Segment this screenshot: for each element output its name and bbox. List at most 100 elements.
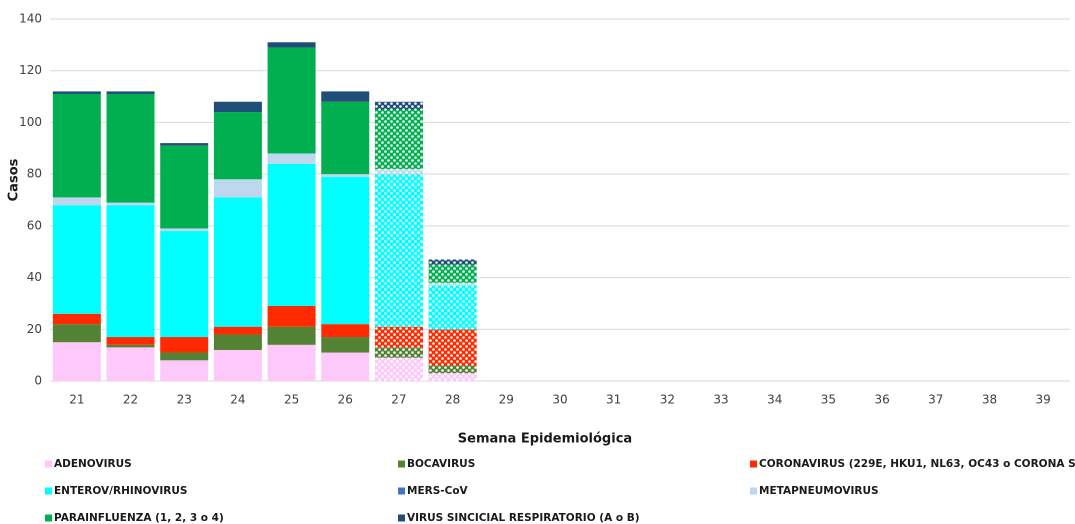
legend-label: ENTEROV/RHINOVIRUS — [54, 485, 187, 497]
y-tick-label: 40 — [27, 270, 42, 284]
bar-segment — [321, 91, 370, 102]
bar-segment — [321, 352, 370, 381]
bar-segment — [213, 334, 262, 350]
bar-segment — [267, 306, 316, 327]
legend-label: ADENOVIRUS — [54, 458, 132, 470]
x-tick-label: 33 — [713, 393, 728, 407]
bar-segment — [267, 47, 316, 154]
bar-segment — [213, 197, 262, 327]
bar-segment — [374, 347, 423, 358]
bar-segment — [374, 326, 423, 348]
bar-segment — [52, 197, 101, 206]
bar-segment — [160, 143, 209, 146]
bar-segment — [213, 101, 262, 113]
x-tick-label: 26 — [338, 393, 353, 407]
bar-segment — [428, 282, 477, 286]
bar-segment — [321, 174, 370, 177]
legend-swatch — [45, 487, 52, 495]
bar-segment — [160, 360, 209, 381]
x-tick-label: 23 — [177, 393, 192, 407]
bar-segment — [106, 93, 155, 203]
y-tick-label: 20 — [27, 322, 42, 336]
bar-segment — [321, 176, 370, 325]
bar-segment — [428, 373, 477, 381]
legend-swatch — [45, 514, 52, 522]
x-tick-label: 30 — [552, 393, 567, 407]
bar-segment — [428, 329, 477, 366]
bar-segment — [52, 324, 101, 343]
bar-segment — [106, 205, 155, 338]
bar-segment — [160, 228, 209, 232]
bar-segment — [106, 344, 155, 348]
x-tick-label: 34 — [767, 393, 782, 407]
legend-label: BOCAVIRUS — [407, 458, 475, 470]
bar-segment — [374, 109, 423, 169]
legend-label: PARAINFLUENZA (1, 2, 3 o 4) — [54, 512, 224, 524]
bar-segment — [267, 163, 316, 307]
bar-segment — [267, 153, 316, 164]
bar-segment — [160, 145, 209, 229]
bar-segment — [106, 91, 155, 94]
bar-segment — [160, 337, 209, 353]
y-tick-label: 0 — [34, 374, 42, 388]
y-axis-title: Casos — [7, 158, 22, 201]
bar-segment — [321, 324, 370, 338]
x-tick-label: 24 — [230, 393, 245, 407]
legend-swatch — [45, 460, 52, 468]
bar-segment — [374, 357, 423, 381]
bar-segment — [428, 259, 477, 265]
bar-segment — [52, 205, 101, 314]
bar-segment — [267, 344, 316, 381]
legend-swatch — [750, 460, 757, 468]
x-axis-title: Semana Epidemiológica — [458, 432, 632, 447]
legend-label: VIRUS SINCICIAL RESPIRATORIO (A o B) — [407, 512, 640, 524]
bar-segment — [106, 337, 155, 345]
y-tick-label: 140 — [19, 12, 42, 26]
bar-segment — [428, 264, 477, 283]
bar-segment — [160, 231, 209, 338]
bar-segment — [213, 326, 262, 335]
x-tick-label: 36 — [874, 393, 889, 407]
bar-segment — [374, 168, 423, 175]
bar-segment — [213, 349, 262, 381]
bar-segment — [267, 42, 316, 48]
x-tick-label: 31 — [606, 393, 621, 407]
x-tick-label: 25 — [284, 393, 299, 407]
bar-segment — [374, 174, 423, 327]
bar-segment — [267, 326, 316, 345]
legend-label: CORONAVIRUS (229E, HKU1, NL63, OC43 o CO… — [759, 458, 1075, 470]
bar-segment — [374, 101, 423, 110]
bar-segment — [213, 112, 262, 180]
legend-label: MERS-CoV — [407, 485, 469, 497]
bar-segment — [52, 342, 101, 381]
bar-segment — [106, 202, 155, 206]
x-tick-label: 28 — [445, 393, 460, 407]
bar-segment — [428, 285, 477, 330]
x-tick-label: 39 — [1036, 393, 1051, 407]
legend-swatch — [398, 487, 405, 495]
legend-swatch — [398, 460, 405, 468]
bar-segment — [428, 365, 477, 374]
x-tick-label: 21 — [69, 393, 84, 407]
bar-segment — [213, 179, 262, 198]
legend-swatch — [398, 514, 405, 522]
bar-segment — [52, 93, 101, 198]
x-tick-label: 37 — [928, 393, 943, 407]
x-tick-label: 32 — [660, 393, 675, 407]
x-tick-label: 27 — [391, 393, 406, 407]
y-tick-label: 120 — [19, 63, 42, 77]
bar-segment — [52, 91, 101, 94]
y-tick-label: 100 — [19, 115, 42, 129]
bar-segment — [52, 313, 101, 325]
y-tick-label: 60 — [27, 218, 42, 232]
x-tick-label: 29 — [499, 393, 514, 407]
bar-segment — [321, 101, 370, 175]
y-tick-label: 80 — [27, 167, 42, 181]
legend-swatch — [750, 487, 757, 495]
x-tick-label: 22 — [123, 393, 138, 407]
legend-label: METAPNEUMOVIRUS — [759, 485, 879, 497]
bar-segment — [321, 337, 370, 353]
bar-segment — [106, 347, 155, 381]
bar-segment — [160, 352, 209, 361]
